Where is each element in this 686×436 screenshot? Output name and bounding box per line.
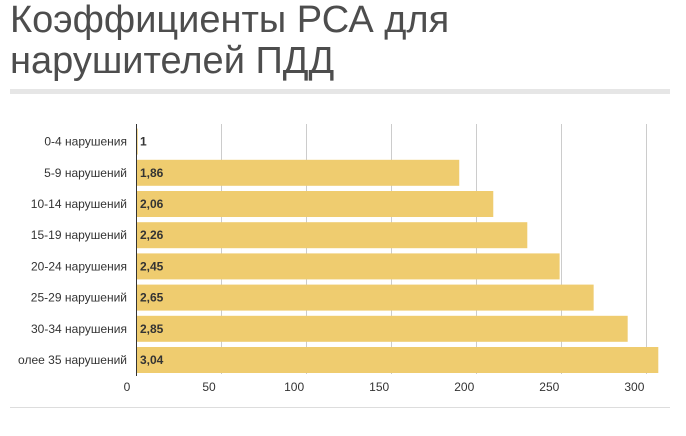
- title-line-1: Коэффициенты РСА для: [10, 0, 450, 41]
- x-tick-label-50: 50: [202, 380, 216, 394]
- category-label-6: 25-29 нарушений: [31, 291, 127, 305]
- bar-2: [136, 159, 460, 186]
- bottom-divider: [10, 407, 670, 408]
- category-label-2: 5-9 нарушений: [44, 166, 127, 180]
- bar-4: [136, 222, 528, 249]
- category-label-7: 30-34 нарушения: [31, 322, 127, 336]
- value-label-8: 3,04: [140, 353, 164, 367]
- category-label-3: 10-14 нарушений: [31, 197, 127, 211]
- bar-6: [136, 284, 594, 311]
- bar-3: [136, 191, 494, 217]
- category-label-5: 20-24 нарушения: [31, 259, 127, 273]
- value-label-5: 2,45: [140, 259, 164, 273]
- value-label-1: 1: [140, 135, 147, 149]
- page-title: Коэффициенты РСА для нарушителей ПДД: [10, 0, 670, 82]
- x-tick-label-300: 300: [624, 380, 644, 394]
- category-label-8: олее 35 нарушений: [18, 353, 127, 367]
- value-label-6: 2,65: [140, 291, 164, 305]
- bar-7: [136, 315, 628, 342]
- title-line-2: нарушителей ПДД: [10, 40, 335, 82]
- x-tick-label-150: 150: [369, 380, 389, 394]
- value-label-2: 1,86: [140, 166, 164, 180]
- x-tick-label-100: 100: [284, 380, 304, 394]
- value-label-7: 2,85: [140, 322, 164, 336]
- bar-5: [136, 253, 560, 280]
- x-tick-label-200: 200: [454, 380, 474, 394]
- title-divider: [10, 89, 670, 94]
- value-label-3: 2,06: [140, 197, 164, 211]
- x-tick-label-250: 250: [539, 380, 559, 394]
- bar-8: [136, 347, 659, 373]
- category-label-1: 0-4 нарушения: [44, 135, 127, 149]
- x-tick-label-0: 0: [124, 380, 131, 394]
- value-label-4: 2,26: [140, 228, 164, 242]
- category-label-4: 15-19 нарушений: [31, 228, 127, 242]
